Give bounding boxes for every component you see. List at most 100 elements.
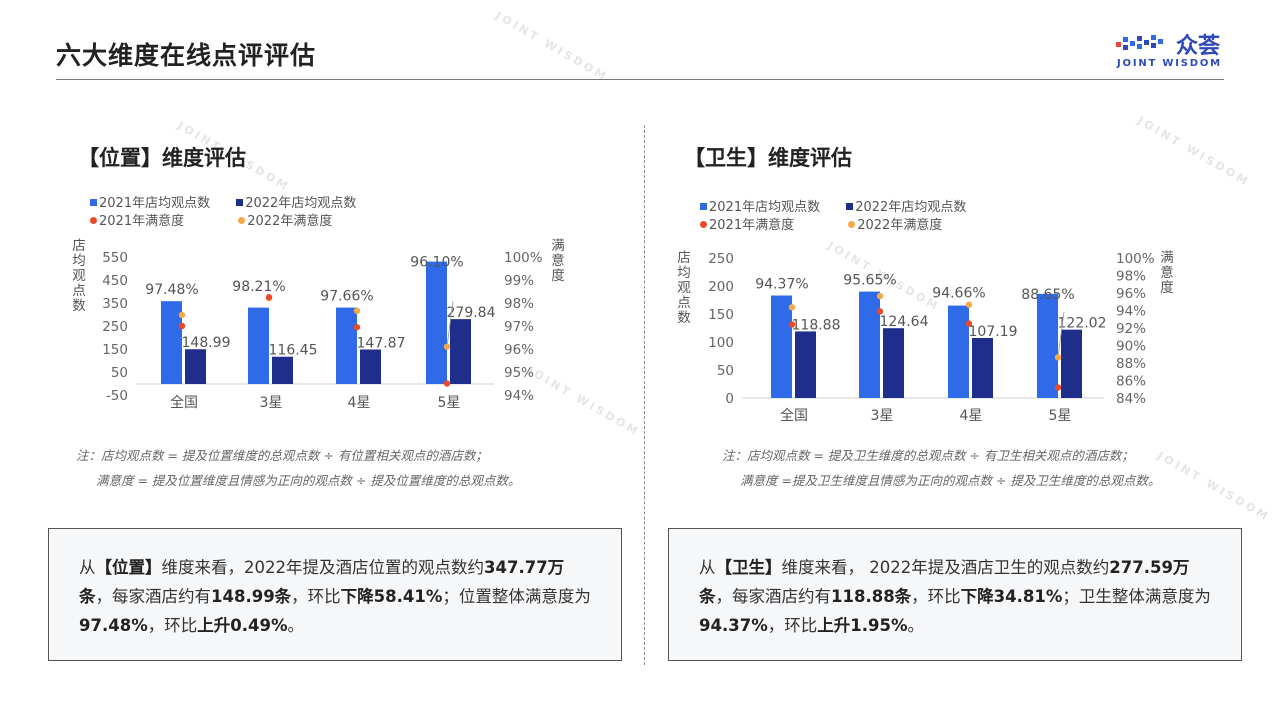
summary-text: ，环比 bbox=[767, 616, 818, 635]
satisfaction-data-label: 94.37% bbox=[755, 277, 808, 293]
summary-text: ，每家酒店约有 bbox=[95, 587, 212, 606]
category-label: 4星 bbox=[348, 395, 371, 411]
bar-2022-data-label: 107.19 bbox=[969, 324, 1018, 340]
legend-item: 2021年店均观点数 bbox=[90, 192, 210, 211]
left-axis-title-char: 均 bbox=[677, 265, 691, 281]
dot-2022 bbox=[965, 301, 973, 308]
hygiene-chart: 250 200 150 100 50 0 100% 98%96% 94%92% 90%88% 86%… bbox=[677, 250, 1174, 424]
category-label: 5星 bbox=[438, 395, 461, 411]
legend-swatch bbox=[848, 221, 856, 228]
legend-label: 2021年满意度 bbox=[709, 218, 795, 233]
category-label: 3星 bbox=[260, 395, 283, 411]
left-axis-title-char: 观 bbox=[72, 268, 86, 284]
left-axis-tick-label: 200 bbox=[708, 279, 734, 295]
satisfaction-data-label: 98.21% bbox=[232, 279, 285, 295]
summary-text: 。 bbox=[287, 616, 304, 635]
dot-2021 bbox=[788, 321, 796, 328]
bar-2021 bbox=[248, 307, 269, 384]
right-axis-title-char: 度 bbox=[1160, 280, 1174, 296]
left-axis-title-char: 观 bbox=[677, 280, 691, 296]
bar-2022 bbox=[883, 328, 904, 398]
right-axis-tick-label: 86% bbox=[1116, 374, 1146, 390]
summary-text: 。 bbox=[907, 616, 924, 635]
left-axis-tick-label: 150 bbox=[102, 342, 128, 358]
left-axis-tick-label: 0 bbox=[725, 391, 734, 407]
bar-2022-data-label: 118.88 bbox=[792, 317, 841, 333]
chart-note: 满意度 = 提及位置维度且情感为正向的观点数 ÷ 提及位置维度的总观点数。 bbox=[96, 473, 521, 488]
left-axis-tick-label: 450 bbox=[102, 273, 128, 289]
legend-label: 2022年满意度 bbox=[857, 218, 943, 233]
bar-2021 bbox=[1037, 293, 1058, 398]
legend-item: 2022年店均观点数 bbox=[846, 196, 966, 215]
bar-2022-data-label: 147.87 bbox=[357, 335, 406, 351]
bar-2022-data-label: 122.02 bbox=[1058, 316, 1107, 332]
bar-2022 bbox=[185, 349, 206, 384]
chart-legend: 2021年店均观点数 2022年店均观点数 2021年满意度 2022年满意度 bbox=[700, 196, 988, 233]
dot-2021 bbox=[265, 294, 273, 301]
legend-item: 2022年满意度 bbox=[848, 214, 942, 233]
right-axis-tick-label: 94% bbox=[504, 388, 534, 404]
satisfaction-data-label: 95.65% bbox=[843, 273, 896, 289]
summary-box: 从【卫生】维度来看， 2022年提及酒店卫生的观点数约277.59万条，每家酒店… bbox=[668, 528, 1242, 661]
right-axis-tick-label: 88% bbox=[1116, 356, 1146, 372]
summary-text: 从 bbox=[79, 558, 96, 577]
summary-highlight: 118.88条 bbox=[831, 587, 912, 606]
bar-2021 bbox=[161, 301, 182, 384]
legend-label: 2021年店均观点数 bbox=[99, 196, 211, 211]
leader-line bbox=[1057, 311, 1065, 358]
bar-2022 bbox=[1061, 329, 1082, 398]
left-axis-tick-label: 250 bbox=[708, 251, 734, 267]
category-label: 全国 bbox=[170, 394, 198, 411]
bar-2022 bbox=[360, 349, 381, 384]
summary-highlight: 下降58.41% bbox=[340, 587, 443, 606]
bar-2022-data-label: 116.45 bbox=[269, 343, 318, 359]
bar-2021 bbox=[948, 305, 969, 398]
logo-mark-icon bbox=[1116, 35, 1163, 50]
legend-swatch bbox=[238, 217, 246, 224]
summary-highlight: 下降34.81% bbox=[960, 587, 1063, 606]
location-panel: 【位置】维度评估 2021年店均观点数 2022年店均观点数 2021年满意度 … bbox=[48, 146, 622, 661]
dot-2021 bbox=[353, 323, 361, 331]
summary-box: 从【位置】维度来看，2022年提及酒店位置的观点数约347.77万条，每家酒店约… bbox=[48, 528, 622, 661]
panel-heading: 【卫生】维度评估 bbox=[684, 146, 852, 170]
legend-label: 2022年满意度 bbox=[247, 214, 333, 229]
right-axis-tick-label: 96% bbox=[504, 342, 534, 358]
dot-2021 bbox=[178, 322, 186, 330]
left-axis-title-char: 店 bbox=[677, 250, 691, 266]
brand-logo: 众荟 JOINT WISDOM bbox=[1114, 30, 1230, 74]
left-axis-tick-label: -50 bbox=[106, 388, 128, 404]
summary-highlight: 上升1.95% bbox=[817, 616, 908, 635]
left-axis-title-char: 点 bbox=[72, 283, 86, 299]
bar-2022 bbox=[972, 337, 993, 398]
right-axis-tick-label: 92% bbox=[1116, 321, 1146, 337]
left-axis-tick-label: 250 bbox=[102, 319, 128, 335]
legend-swatch bbox=[90, 217, 97, 224]
left-axis-title-char: 数 bbox=[72, 298, 86, 314]
legend-label: 2022年店均观点数 bbox=[855, 200, 967, 215]
left-axis-tick-label: 350 bbox=[102, 296, 128, 312]
chart-note: 注：店均观点数 = 提及位置维度的总观点数 ÷ 有位置相关观点的酒店数； bbox=[76, 448, 488, 463]
title-divider bbox=[56, 79, 1224, 80]
summary-text: ；卫生整体满意度为 bbox=[1062, 587, 1211, 606]
dot-2022 bbox=[788, 304, 796, 311]
category-label: 5星 bbox=[1049, 408, 1072, 424]
right-axis-tick-label: 95% bbox=[504, 365, 534, 381]
right-axis-tick-label: 84% bbox=[1116, 391, 1146, 407]
bar-2022-data-label: 124.64 bbox=[880, 314, 929, 330]
left-axis-tick-label: 50 bbox=[111, 365, 128, 381]
satisfaction-data-label: 88.65% bbox=[1021, 287, 1074, 303]
legend-swatch bbox=[700, 221, 707, 228]
legend-item: 2022年满意度 bbox=[238, 210, 332, 229]
legend-swatch bbox=[846, 203, 854, 210]
summary-text: 从 bbox=[699, 558, 716, 577]
dot-2021 bbox=[876, 308, 884, 315]
satisfaction-data-label: 94.66% bbox=[932, 286, 985, 302]
summary-text: ；位置整体满意度为 bbox=[442, 587, 591, 606]
right-axis-tick-label: 97% bbox=[504, 319, 534, 335]
left-axis-title-char: 点 bbox=[677, 295, 691, 311]
left-axis-tick-label: 150 bbox=[708, 307, 734, 323]
logo-text-en: JOINT WISDOM bbox=[1117, 58, 1222, 69]
left-axis-tick-label: 100 bbox=[708, 335, 734, 351]
right-axis-tick-label: 90% bbox=[1116, 339, 1146, 355]
bar-2022-data-label: 148.99 bbox=[182, 335, 231, 351]
